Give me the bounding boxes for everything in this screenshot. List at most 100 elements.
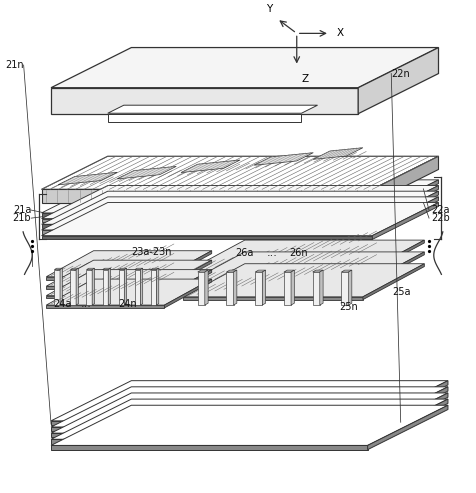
Text: ...: ... [266, 248, 277, 258]
Text: ...: ... [81, 299, 92, 309]
Polygon shape [108, 114, 301, 122]
Polygon shape [290, 270, 294, 305]
Polygon shape [183, 285, 362, 288]
Polygon shape [204, 270, 208, 305]
Polygon shape [46, 279, 211, 305]
Polygon shape [255, 272, 262, 305]
Polygon shape [41, 213, 372, 217]
Text: 24a: 24a [53, 299, 71, 309]
Polygon shape [226, 272, 233, 305]
Polygon shape [233, 270, 237, 305]
Polygon shape [86, 270, 92, 305]
Polygon shape [198, 270, 208, 272]
Polygon shape [226, 270, 237, 272]
Polygon shape [164, 251, 211, 280]
Polygon shape [46, 296, 164, 298]
Polygon shape [183, 297, 362, 300]
Polygon shape [164, 270, 211, 298]
Polygon shape [41, 185, 437, 218]
Text: 22a: 22a [430, 205, 449, 215]
Polygon shape [183, 264, 424, 297]
Polygon shape [46, 305, 164, 308]
Polygon shape [108, 268, 110, 305]
Polygon shape [362, 240, 424, 276]
Polygon shape [41, 189, 372, 203]
Polygon shape [183, 240, 424, 273]
Polygon shape [51, 387, 447, 427]
Polygon shape [164, 260, 211, 289]
Polygon shape [367, 399, 447, 444]
Polygon shape [51, 399, 447, 439]
Polygon shape [92, 268, 94, 305]
Polygon shape [51, 405, 447, 445]
Polygon shape [262, 270, 265, 305]
Polygon shape [150, 270, 156, 305]
Polygon shape [283, 270, 294, 272]
Polygon shape [41, 230, 372, 234]
Polygon shape [372, 180, 437, 217]
Polygon shape [51, 47, 437, 88]
Polygon shape [341, 270, 351, 272]
Text: 25a: 25a [391, 287, 410, 297]
Polygon shape [51, 445, 367, 450]
Polygon shape [46, 277, 164, 280]
Polygon shape [41, 224, 372, 228]
Text: X: X [336, 29, 343, 38]
Text: Y: Y [266, 4, 272, 14]
Polygon shape [372, 156, 437, 203]
Polygon shape [313, 148, 362, 159]
Polygon shape [255, 270, 265, 272]
Polygon shape [134, 268, 142, 270]
Polygon shape [41, 191, 437, 224]
Polygon shape [51, 88, 357, 114]
Polygon shape [51, 381, 447, 421]
Text: 22n: 22n [390, 69, 409, 78]
Polygon shape [180, 160, 239, 173]
Polygon shape [312, 272, 319, 305]
Text: 21a: 21a [13, 205, 31, 215]
Polygon shape [41, 197, 437, 230]
Polygon shape [367, 387, 447, 431]
Text: 21n: 21n [5, 60, 24, 70]
Text: 26a: 26a [235, 248, 253, 258]
Polygon shape [183, 273, 362, 276]
Polygon shape [362, 264, 424, 300]
Polygon shape [86, 268, 94, 270]
Polygon shape [357, 47, 437, 114]
Polygon shape [46, 270, 211, 296]
Polygon shape [134, 270, 140, 305]
Polygon shape [70, 268, 78, 270]
Polygon shape [140, 268, 142, 305]
Text: 25n: 25n [338, 302, 357, 313]
Polygon shape [51, 439, 367, 444]
Polygon shape [41, 180, 437, 213]
Polygon shape [54, 268, 62, 270]
Polygon shape [372, 191, 437, 228]
Text: Z: Z [301, 73, 308, 83]
Text: 22b: 22b [430, 213, 449, 223]
Polygon shape [119, 270, 124, 305]
Polygon shape [58, 172, 117, 185]
Polygon shape [348, 270, 351, 305]
Polygon shape [372, 197, 437, 234]
Text: 26n: 26n [289, 248, 307, 258]
Polygon shape [367, 381, 447, 425]
Polygon shape [51, 427, 367, 431]
Polygon shape [102, 270, 108, 305]
Polygon shape [76, 268, 78, 305]
Polygon shape [164, 279, 211, 308]
Text: 21b: 21b [12, 213, 31, 223]
Polygon shape [367, 393, 447, 437]
Polygon shape [156, 268, 159, 305]
Polygon shape [60, 268, 62, 305]
Polygon shape [54, 270, 60, 305]
Polygon shape [51, 433, 367, 437]
Polygon shape [124, 268, 127, 305]
Polygon shape [150, 268, 159, 270]
Polygon shape [372, 185, 437, 222]
Polygon shape [183, 252, 424, 285]
Polygon shape [41, 156, 437, 189]
Polygon shape [41, 203, 437, 236]
Polygon shape [117, 167, 176, 179]
Polygon shape [367, 405, 447, 450]
